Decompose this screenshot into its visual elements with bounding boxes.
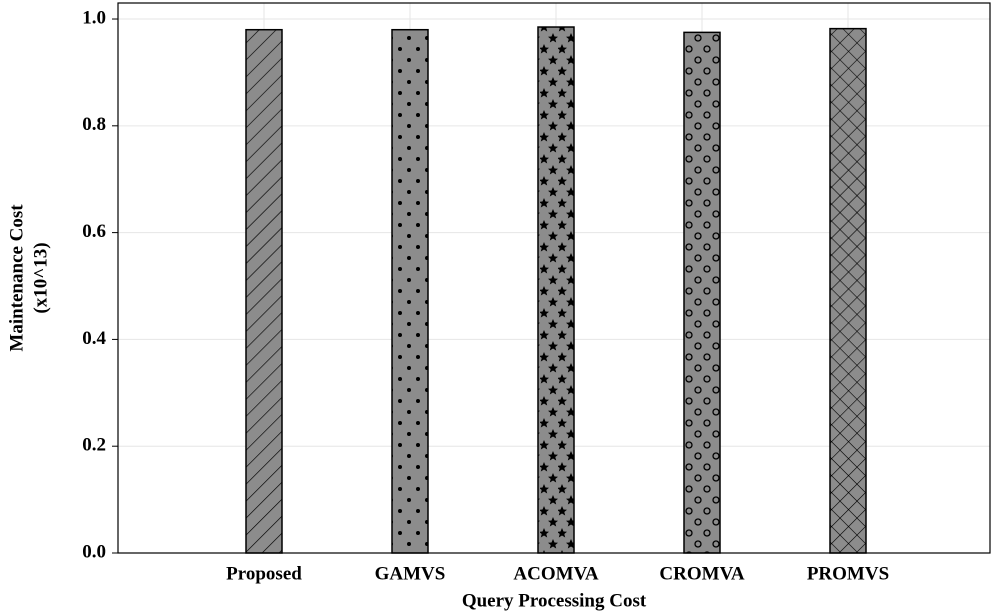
y-tick-label: 0.2 — [82, 435, 106, 456]
y-axis-label: (x10^13) — [30, 242, 51, 313]
x-axis-label: Query Processing Cost — [462, 590, 647, 611]
y-tick-label: 0.8 — [82, 114, 106, 135]
plot-frame — [117, 2, 991, 554]
y-tick-label: 0.0 — [82, 541, 106, 562]
y-tick-label: 1.0 — [82, 7, 106, 28]
y-axis-label: Maintenance Cost — [6, 204, 27, 352]
bar — [537, 26, 575, 554]
x-tick-label: CROMVA — [659, 563, 744, 584]
x-tick-label: PROMVS — [807, 563, 889, 584]
bar — [391, 28, 429, 554]
x-tick-label: Proposed — [226, 563, 302, 584]
y-tick-label: 0.6 — [82, 221, 106, 242]
y-tick-label: 0.4 — [82, 328, 106, 349]
x-tick-label: ACOMVA — [513, 563, 598, 584]
bar — [245, 28, 283, 554]
bar — [683, 31, 721, 554]
marks — [245, 26, 867, 554]
x-tick-label: GAMVS — [375, 563, 446, 584]
bar — [829, 27, 867, 554]
